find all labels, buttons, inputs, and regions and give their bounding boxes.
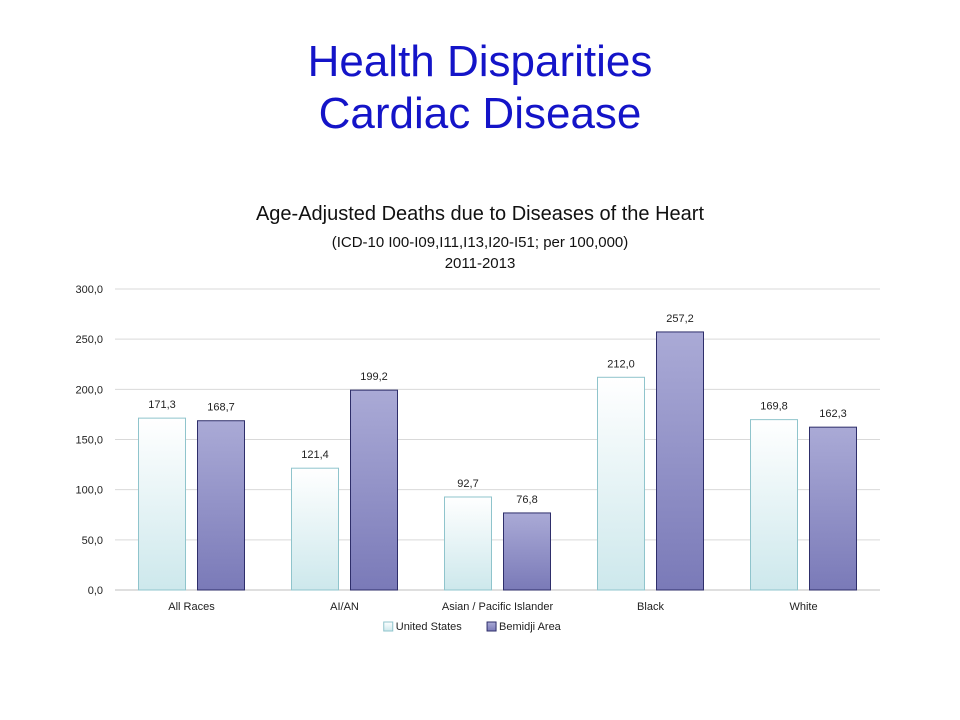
y-tick-label: 150,0 [75, 435, 103, 447]
x-tick-label: White [789, 601, 817, 613]
bar-united-states [138, 417, 186, 591]
bar-bemidji-area [350, 389, 398, 591]
bar-bemidji-area [656, 331, 704, 591]
chart-title: Age-Adjusted Deaths due to Diseases of t… [255, 203, 705, 225]
y-tick-label: 200,0 [75, 384, 103, 396]
bar-united-states [444, 496, 492, 591]
bar-united-states [750, 419, 798, 591]
data-label: 171,3 [148, 399, 176, 411]
y-tick-label: 250,0 [75, 334, 103, 346]
y-tick-label: 0,0 [88, 585, 103, 597]
data-label: 92,7 [457, 478, 478, 490]
y-tick-label: 100,0 [75, 485, 103, 497]
bars [138, 331, 857, 591]
data-label: 169,8 [760, 401, 788, 413]
bar-bemidji-area [197, 420, 245, 591]
data-label: 257,2 [666, 313, 694, 325]
bar-united-states [597, 376, 645, 591]
legend-swatch [486, 621, 497, 632]
legend-swatch [383, 621, 394, 632]
slide-title-line-2: Cardiac Disease [318, 89, 642, 138]
x-tick-label: Asian / Pacific Islander [442, 601, 554, 613]
y-tick-label: 50,0 [82, 535, 103, 547]
bar-bemidji-area [809, 426, 857, 591]
legend: United States Bemidji Area [383, 621, 562, 633]
chart-period: 2011-2013 [444, 255, 516, 272]
data-label: 199,2 [360, 371, 388, 383]
x-tick-label: All Races [168, 601, 215, 613]
data-label: 76,8 [516, 494, 537, 506]
slide-title-line-1: Health Disparities [307, 37, 653, 86]
data-label: 168,7 [207, 402, 235, 414]
bar-united-states [291, 467, 339, 591]
legend-label: United States [396, 621, 463, 633]
data-label: 162,3 [819, 408, 847, 420]
x-tick-label: Black [637, 601, 664, 613]
chart-subtitle: (ICD-10 I00-I09,I11,I13,I20-I51; per 100… [331, 234, 629, 251]
legend-label: Bemidji Area [499, 621, 562, 633]
x-tick-label: AI/AN [330, 601, 359, 613]
y-tick-label: 300,0 [75, 284, 103, 296]
bar-bemidji-area [503, 512, 551, 591]
data-label: 212,0 [607, 358, 635, 370]
labels: 0,0 50,0 100,0 150,0 200,0 250,0 300,0 171,3 168… [75, 284, 846, 613]
data-label: 121,4 [301, 449, 329, 461]
slide-title: Health Disparities Cardiac Disease [0, 36, 960, 140]
